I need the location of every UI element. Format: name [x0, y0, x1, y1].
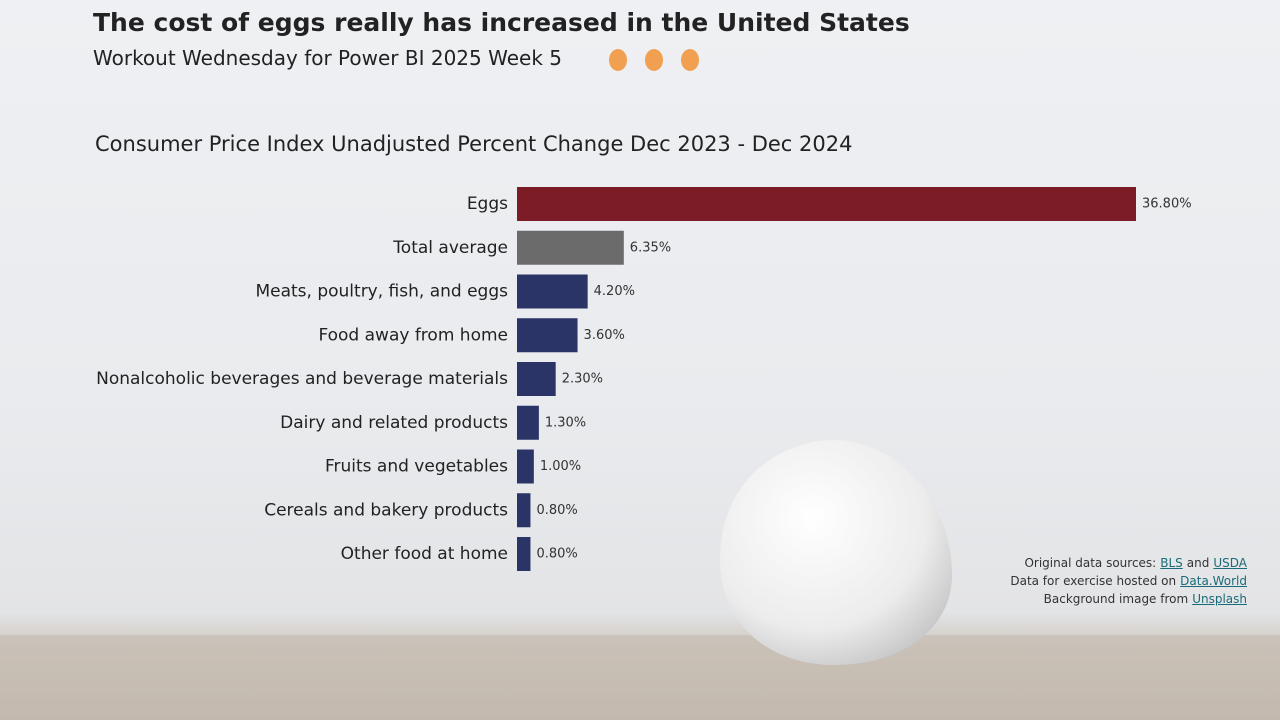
egg-icon	[609, 49, 627, 71]
category-label: Cereals and bakery products	[264, 500, 508, 520]
category-label: Dairy and related products	[280, 413, 508, 433]
egg-icon	[645, 49, 663, 71]
source-line: Original data sources: BLS and USDA	[1006, 554, 1247, 572]
category-label: Eggs	[467, 194, 508, 214]
category-label: Meats, poultry, fish, and eggs	[255, 282, 508, 302]
category-label: Nonalcoholic beverages and beverage mate…	[96, 369, 508, 389]
chart-title: Consumer Price Index Unadjusted Percent …	[95, 132, 852, 156]
bar	[517, 187, 1136, 221]
source-text: Background image from	[1043, 592, 1189, 606]
category-label: Fruits and vegetables	[325, 457, 508, 477]
source-link[interactable]: Unsplash	[1192, 592, 1247, 606]
source-text: Data for exercise hosted on	[1010, 574, 1177, 588]
data-label: 1.30%	[545, 415, 586, 430]
source-link[interactable]: USDA	[1213, 556, 1247, 570]
category-label: Food away from home	[318, 325, 508, 345]
bar	[517, 274, 588, 309]
egg-icon	[681, 49, 699, 71]
source-line: Data for exercise hosted on Data.World	[1006, 572, 1247, 590]
data-label: 6.35%	[630, 240, 671, 255]
source-link[interactable]: Data.World	[1180, 574, 1247, 588]
data-label: 1.00%	[540, 459, 581, 474]
table-surface	[0, 635, 1280, 720]
category-label: Total average	[392, 238, 508, 258]
bar	[517, 362, 556, 396]
bar	[517, 449, 534, 484]
source-link[interactable]: BLS	[1160, 556, 1183, 570]
data-label: 0.80%	[536, 547, 577, 562]
source-line: Background image from Unsplash	[1006, 590, 1247, 608]
source-text: and	[1186, 556, 1210, 570]
source-text: Original data sources:	[1024, 556, 1157, 570]
bar	[517, 493, 531, 528]
bar	[517, 537, 531, 571]
egg-image	[720, 440, 952, 665]
sources: Original data sources: BLS and USDA Data for…	[1006, 554, 1247, 608]
data-label: 0.80%	[536, 503, 577, 518]
report-subtitle: Workout Wednesday for Power BI 2025 Week…	[93, 46, 562, 70]
data-label: 3.60%	[584, 328, 625, 343]
data-label: 36.80%	[1142, 197, 1192, 212]
bar	[517, 405, 539, 440]
bar	[517, 230, 624, 265]
report-title: The cost of eggs really has increased in…	[93, 8, 910, 37]
data-label: 4.20%	[594, 284, 635, 299]
category-label: Other food at home	[341, 544, 508, 564]
bar	[517, 318, 578, 353]
data-label: 2.30%	[562, 372, 603, 387]
